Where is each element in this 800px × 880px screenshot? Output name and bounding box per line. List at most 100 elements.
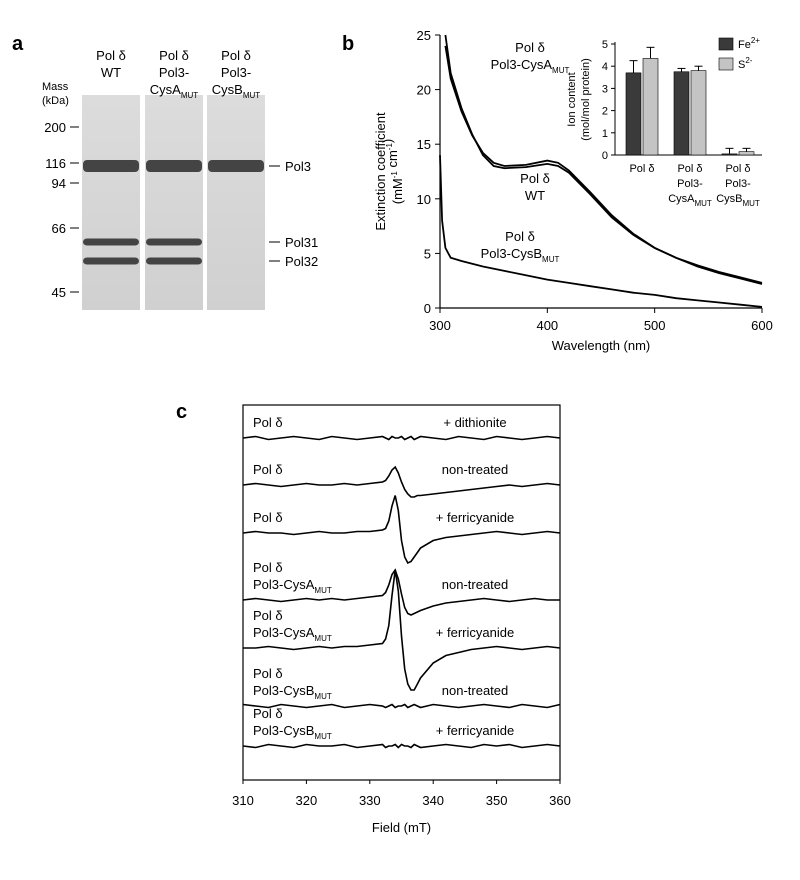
inset-category-label: Pol3- (677, 178, 703, 190)
trace-label: Pol3-CysBMUT (253, 723, 332, 741)
x-tick-label: 310 (232, 793, 254, 808)
gel-band (208, 160, 264, 172)
band-label: Pol31 (285, 235, 318, 250)
trace-label: Pol δ (253, 462, 283, 477)
y-axis-label-part: ) (380, 139, 395, 143)
lane-label-part: CysB (212, 82, 243, 97)
series-label-part: Pol δ (515, 40, 545, 55)
y-tick-label: 25 (417, 28, 431, 43)
epr-trace (243, 569, 561, 691)
gel-lane (82, 95, 140, 310)
inset-category-label-part: CysB (716, 193, 742, 205)
trace-condition: non-treated (442, 683, 509, 698)
inset-category-label: Pol δ (725, 163, 750, 175)
x-tick-label: 360 (549, 793, 571, 808)
epr-trace (242, 465, 561, 498)
band-label: Pol3 (285, 159, 311, 174)
lane-label: Pol δ (221, 48, 251, 63)
spectrum-line (444, 34, 763, 285)
trace-label: Pol δ (253, 510, 283, 525)
legend-swatch (718, 57, 734, 71)
series-label-sub: MUT (552, 66, 569, 75)
y-axis-label-part: (mM (390, 178, 405, 204)
inset-category-label-part: Pol3- (725, 178, 751, 190)
legend-label: S2- (738, 56, 753, 71)
series-label: Pol δ (505, 229, 535, 244)
marker-label: 200 (44, 120, 66, 135)
epr-trace (242, 568, 560, 616)
trace-label-sub: MUT (314, 732, 331, 741)
trace-label-part: Pol3-CysA (253, 625, 315, 640)
trace-label-sub: MUT (314, 692, 331, 701)
x-axis-label: Field (mT) (372, 820, 431, 835)
y-tick-label: 0 (424, 301, 431, 316)
inset-y-tick-label: 3 (602, 83, 608, 95)
inset-category-label-sub: MUT (742, 199, 759, 208)
series-label-part: Pol δ (505, 229, 535, 244)
series-label-part: Pol3-CysA (491, 57, 553, 72)
lane-label-part: WT (101, 65, 121, 80)
inset-category-label: CysBMUT (716, 193, 760, 208)
inset-category-label-part: Pol δ (629, 163, 654, 175)
panel-label: a (12, 33, 24, 55)
lane-label-sub: MUT (243, 91, 260, 100)
inset-y-label-part: (mol/mol protein) (580, 58, 592, 141)
trace-label: Pol δ (253, 415, 283, 430)
lane-label-part: Pol δ (159, 48, 189, 63)
inset-category-label-part: Pol3- (677, 178, 703, 190)
epr-trace (242, 435, 561, 441)
trace-label-sub: MUT (314, 586, 331, 595)
lane-label: Pol δ (96, 48, 126, 63)
trace-label: Pol δ (253, 666, 283, 681)
x-tick-label: 340 (422, 793, 444, 808)
epr-frame (242, 404, 561, 781)
bar (738, 151, 755, 156)
trace-label: Pol δ (253, 706, 283, 721)
inset-y-tick-label: 0 (602, 150, 608, 162)
series-label: Pol δ (520, 171, 550, 186)
inset-y-tick-label: 4 (602, 61, 608, 73)
trace-label: Pol δ (253, 608, 283, 623)
legend-label-part: S (738, 59, 745, 71)
trace-label-sub: MUT (314, 634, 331, 643)
marker-label: 94 (52, 176, 66, 191)
inset-y-tick-label: 1 (602, 128, 608, 140)
epr-trace (242, 743, 561, 749)
x-tick-label: 600 (751, 318, 773, 333)
trace-label-part: Pol3-CysB (253, 723, 314, 738)
x-tick-label: 400 (536, 318, 558, 333)
y-axis-label-part: Extinction coefficient (373, 112, 388, 231)
panel-label: c (176, 401, 187, 423)
bar (721, 153, 738, 156)
lane-label: Pol3- (159, 65, 189, 80)
trace-label-part: Pol δ (253, 510, 283, 525)
lane-label: Pol3- (221, 65, 251, 80)
gel-band (146, 257, 202, 265)
x-tick-label: 320 (296, 793, 318, 808)
trace-label-part: Pol δ (253, 415, 283, 430)
gel-band (83, 238, 139, 246)
trace-label-part: Pol δ (253, 462, 283, 477)
inset-category-label-part: Pol δ (725, 163, 750, 175)
legend-label-sup: 2- (745, 56, 752, 65)
series-label: Pol δ (515, 40, 545, 55)
lane-label-part: Pol3- (221, 65, 251, 80)
y-tick-label: 15 (417, 137, 431, 152)
bar (673, 71, 690, 156)
gel-band (146, 238, 202, 246)
inset-y-tick-label: 2 (602, 106, 608, 118)
trace-condition: + dithionite (443, 415, 506, 430)
series-label: Pol3-CysBMUT (481, 246, 560, 264)
lane-label: WT (101, 65, 121, 80)
trace-condition: + ferricyanide (436, 625, 514, 640)
inset-category-label: Pol δ (677, 163, 702, 175)
panel-label: b (342, 33, 354, 55)
y-axis-label-sup: -1 (385, 143, 394, 151)
inset-y-label: Ion content (566, 72, 578, 126)
series-label-part: WT (525, 188, 545, 203)
marker-label: 66 (52, 221, 66, 236)
marker-label: 45 (52, 285, 66, 300)
trace-label: Pol3-CysAMUT (253, 577, 332, 595)
inset-y-tick-label: 5 (602, 39, 608, 51)
